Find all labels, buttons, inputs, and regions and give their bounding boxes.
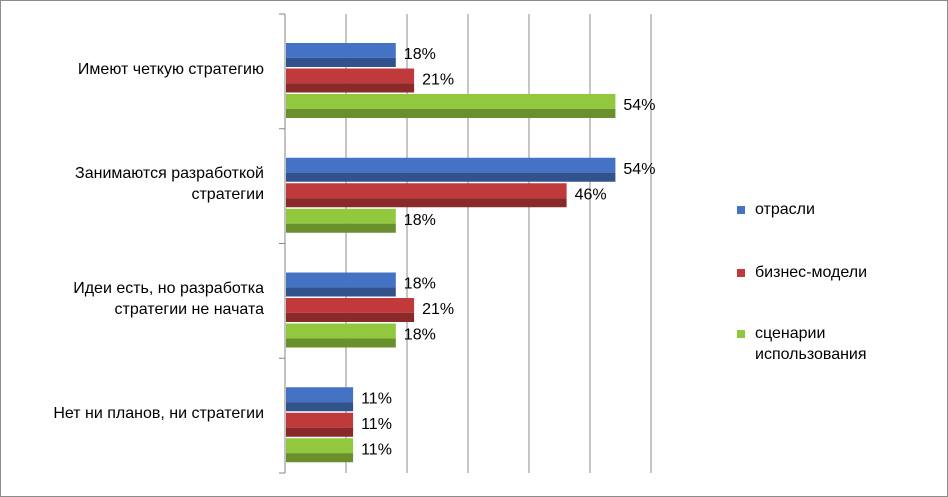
data-label: 18%: [404, 46, 436, 63]
bar-shade: [286, 453, 354, 463]
bar-face: [286, 387, 354, 403]
bar-1-1: [286, 183, 567, 208]
data-label: 18%: [404, 212, 436, 229]
data-label: 11%: [361, 416, 392, 433]
bar-shade: [286, 83, 415, 93]
category-label: Занимаются разработкой стратегии: [75, 165, 264, 204]
category-label: Идеи есть, но разработка стратегии не на…: [73, 279, 264, 318]
data-label: 54%: [623, 97, 655, 114]
category-label: Нет ни планов, ни стратегии: [53, 405, 264, 423]
bar-0-1: [286, 157, 616, 182]
bar-0-0: [286, 43, 396, 67]
bar-face: [286, 208, 396, 224]
legend-swatch: [737, 206, 745, 214]
category-label: Имеют четкую стратегию: [77, 60, 264, 78]
bar-1-2: [286, 298, 415, 322]
bar-shade: [286, 338, 396, 348]
data-label: 46%: [575, 186, 607, 203]
bar-2-0: [286, 94, 616, 118]
bar-2-3: [286, 438, 354, 463]
data-label: 18%: [404, 276, 436, 293]
bar-shade: [286, 198, 567, 208]
bar-2-2: [286, 323, 396, 348]
bar-0-3: [286, 387, 354, 412]
bar-face: [286, 323, 396, 339]
legend-label: сценарии использования: [755, 325, 867, 363]
data-label: 11%: [361, 390, 392, 407]
legend-swatch: [737, 330, 745, 338]
bar-face: [286, 94, 616, 109]
bar-shade: [286, 108, 616, 118]
bar-shade: [286, 402, 354, 412]
bar-1-3: [286, 412, 354, 437]
bar-2-1: [286, 208, 396, 233]
bar-face: [286, 438, 354, 454]
bar-0-2: [286, 272, 396, 297]
bar-shade: [286, 223, 396, 233]
bar-face: [286, 298, 415, 313]
data-label: 21%: [422, 301, 454, 318]
bar-face: [286, 68, 415, 84]
legend-label: бизнес-модели: [755, 264, 868, 281]
bar-shade: [286, 312, 415, 322]
data-label: 21%: [422, 72, 454, 89]
bar-1-0: [286, 68, 415, 93]
bar-shade: [286, 57, 396, 67]
bar-shade: [286, 427, 354, 437]
data-label: 11%: [361, 441, 392, 458]
bar-face: [286, 157, 616, 173]
bar-face: [286, 412, 354, 428]
data-label: 18%: [404, 327, 436, 344]
bar-face: [286, 272, 396, 288]
data-label: 54%: [623, 161, 655, 178]
bar-shade: [286, 287, 396, 297]
bar-face: [286, 43, 396, 58]
bar-face: [286, 183, 567, 199]
legend-label: отрасли: [755, 201, 815, 218]
legend-swatch: [737, 269, 745, 277]
bar-shade: [286, 172, 616, 182]
